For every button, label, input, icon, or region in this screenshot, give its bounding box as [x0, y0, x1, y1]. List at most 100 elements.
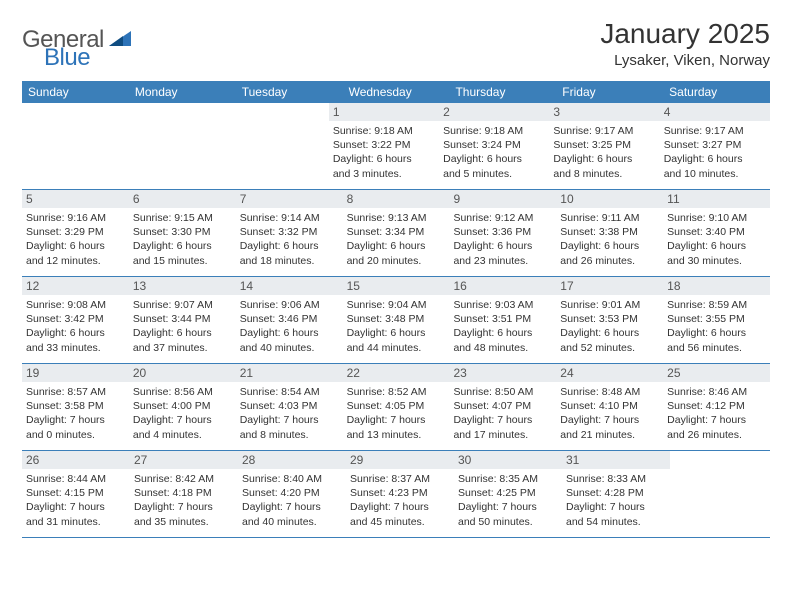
daylight-text-2: and 26 minutes.: [667, 428, 766, 442]
sunset-text: Sunset: 4:03 PM: [240, 399, 339, 413]
day-body: Sunrise: 8:40 AMSunset: 4:20 PMDaylight:…: [242, 472, 342, 529]
daylight-text-2: and 23 minutes.: [453, 254, 552, 268]
day-header-friday: Friday: [556, 81, 663, 103]
day-number: 31: [562, 451, 670, 469]
day-body: Sunrise: 9:01 AMSunset: 3:53 PMDaylight:…: [560, 298, 659, 355]
sunrise-text: Sunrise: 9:14 AM: [240, 211, 339, 225]
sunrise-text: Sunrise: 8:57 AM: [26, 385, 125, 399]
daylight-text-2: and 10 minutes.: [664, 167, 766, 181]
daylight-text-1: Daylight: 7 hours: [240, 413, 339, 427]
sunrise-text: Sunrise: 9:03 AM: [453, 298, 552, 312]
location-text: Lysaker, Viken, Norway: [600, 52, 770, 69]
sunset-text: Sunset: 3:27 PM: [664, 138, 766, 152]
sunrise-text: Sunrise: 9:18 AM: [333, 124, 435, 138]
day-cell: 19 Sunrise: 8:57 AMSunset: 3:58 PMDayligh…: [22, 364, 129, 450]
day-number: 27: [130, 451, 238, 469]
sunrise-text: Sunrise: 9:15 AM: [133, 211, 232, 225]
day-body: Sunrise: 9:17 AMSunset: 3:27 PMDaylight:…: [664, 124, 766, 181]
daylight-text-2: and 3 minutes.: [333, 167, 435, 181]
sunrise-text: Sunrise: 9:07 AM: [133, 298, 232, 312]
daylight-text-1: Daylight: 6 hours: [560, 326, 659, 340]
day-body: Sunrise: 9:18 AMSunset: 3:24 PMDaylight:…: [443, 124, 545, 181]
sunset-text: Sunset: 4:12 PM: [667, 399, 766, 413]
day-body: Sunrise: 8:48 AMSunset: 4:10 PMDaylight:…: [560, 385, 659, 442]
daylight-text-2: and 26 minutes.: [560, 254, 659, 268]
day-body: Sunrise: 8:33 AMSunset: 4:28 PMDaylight:…: [566, 472, 666, 529]
daylight-text-1: Daylight: 6 hours: [453, 239, 552, 253]
day-cell: 10Sunrise: 9:11 AMSunset: 3:38 PMDayligh…: [556, 190, 663, 276]
empty-day-cell: [227, 103, 329, 189]
sunrise-text: Sunrise: 8:40 AM: [242, 472, 342, 486]
daylight-text-1: Daylight: 6 hours: [553, 152, 655, 166]
day-number: 19: [22, 364, 129, 382]
sunrise-text: Sunrise: 9:12 AM: [453, 211, 552, 225]
day-body: Sunrise: 8:50 AMSunset: 4:07 PMDaylight:…: [453, 385, 552, 442]
sunrise-text: Sunrise: 8:42 AM: [134, 472, 234, 486]
daylight-text-1: Daylight: 6 hours: [453, 326, 552, 340]
sunset-text: Sunset: 3:36 PM: [453, 225, 552, 239]
week-row: 12Sunrise: 9:08 AMSunset: 3:42 PMDayligh…: [22, 277, 770, 364]
day-body: Sunrise: 8:57 AMSunset: 3:58 PMDaylight:…: [26, 385, 125, 442]
sunrise-text: Sunrise: 9:10 AM: [667, 211, 766, 225]
sunrise-text: Sunrise: 8:48 AM: [560, 385, 659, 399]
daylight-text-2: and 0 minutes.: [26, 428, 125, 442]
sunset-text: Sunset: 4:25 PM: [458, 486, 558, 500]
day-cell: 13Sunrise: 9:07 AMSunset: 3:44 PMDayligh…: [129, 277, 236, 363]
day-cell: 5Sunrise: 9:16 AMSunset: 3:29 PMDaylight…: [22, 190, 129, 276]
day-number: 12: [22, 277, 129, 295]
day-body: Sunrise: 9:17 AMSunset: 3:25 PMDaylight:…: [553, 124, 655, 181]
daylight-text-1: Daylight: 6 hours: [333, 152, 435, 166]
day-header-thursday: Thursday: [449, 81, 556, 103]
daylight-text-1: Daylight: 6 hours: [443, 152, 545, 166]
day-cell: 21Sunrise: 8:54 AMSunset: 4:03 PMDayligh…: [236, 364, 343, 450]
sunrise-text: Sunrise: 9:06 AM: [240, 298, 339, 312]
day-body: Sunrise: 9:13 AMSunset: 3:34 PMDaylight:…: [347, 211, 446, 268]
sunset-text: Sunset: 4:00 PM: [133, 399, 232, 413]
day-number: 17: [556, 277, 663, 295]
day-cell: 14Sunrise: 9:06 AMSunset: 3:46 PMDayligh…: [236, 277, 343, 363]
daylight-text-2: and 37 minutes.: [133, 341, 232, 355]
day-number: 14: [236, 277, 343, 295]
month-title: January 2025: [600, 18, 770, 50]
day-number: 13: [129, 277, 236, 295]
sunset-text: Sunset: 3:58 PM: [26, 399, 125, 413]
day-body: Sunrise: 8:44 AMSunset: 4:15 PMDaylight:…: [26, 472, 126, 529]
day-header-monday: Monday: [129, 81, 236, 103]
sunset-text: Sunset: 4:10 PM: [560, 399, 659, 413]
day-cell: 24Sunrise: 8:48 AMSunset: 4:10 PMDayligh…: [556, 364, 663, 450]
day-cell: 7Sunrise: 9:14 AMSunset: 3:32 PMDaylight…: [236, 190, 343, 276]
day-number: 3: [549, 103, 659, 121]
day-number: 11: [663, 190, 770, 208]
day-cell: 9Sunrise: 9:12 AMSunset: 3:36 PMDaylight…: [449, 190, 556, 276]
daylight-text-2: and 48 minutes.: [453, 341, 552, 355]
daylight-text-1: Daylight: 6 hours: [667, 326, 766, 340]
weeks-container: 1Sunrise: 9:18 AMSunset: 3:22 PMDaylight…: [22, 103, 770, 538]
day-cell: 2Sunrise: 9:18 AMSunset: 3:24 PMDaylight…: [439, 103, 549, 189]
daylight-text-2: and 54 minutes.: [566, 515, 666, 529]
day-number: 1: [329, 103, 439, 121]
daylight-text-1: Daylight: 6 hours: [133, 239, 232, 253]
daylight-text-2: and 13 minutes.: [347, 428, 446, 442]
daylight-text-2: and 17 minutes.: [453, 428, 552, 442]
sunrise-text: Sunrise: 9:18 AM: [443, 124, 545, 138]
day-header-row: SundayMondayTuesdayWednesdayThursdayFrid…: [22, 81, 770, 103]
sunset-text: Sunset: 4:05 PM: [347, 399, 446, 413]
calendar-grid: SundayMondayTuesdayWednesdayThursdayFrid…: [22, 81, 770, 538]
daylight-text-1: Daylight: 7 hours: [566, 500, 666, 514]
day-body: Sunrise: 8:46 AMSunset: 4:12 PMDaylight:…: [667, 385, 766, 442]
sunrise-text: Sunrise: 8:33 AM: [566, 472, 666, 486]
daylight-text-1: Daylight: 6 hours: [664, 152, 766, 166]
daylight-text-2: and 12 minutes.: [26, 254, 125, 268]
daylight-text-1: Daylight: 6 hours: [667, 239, 766, 253]
daylight-text-2: and 35 minutes.: [134, 515, 234, 529]
sunset-text: Sunset: 4:07 PM: [453, 399, 552, 413]
day-number: 15: [343, 277, 450, 295]
day-cell: 6Sunrise: 9:15 AMSunset: 3:30 PMDaylight…: [129, 190, 236, 276]
empty-day-cell: [22, 103, 124, 189]
sunset-text: Sunset: 3:22 PM: [333, 138, 435, 152]
day-cell: 15Sunrise: 9:04 AMSunset: 3:48 PMDayligh…: [343, 277, 450, 363]
sunset-text: Sunset: 4:28 PM: [566, 486, 666, 500]
day-body: Sunrise: 8:59 AMSunset: 3:55 PMDaylight:…: [667, 298, 766, 355]
day-number: 25: [663, 364, 770, 382]
daylight-text-2: and 20 minutes.: [347, 254, 446, 268]
